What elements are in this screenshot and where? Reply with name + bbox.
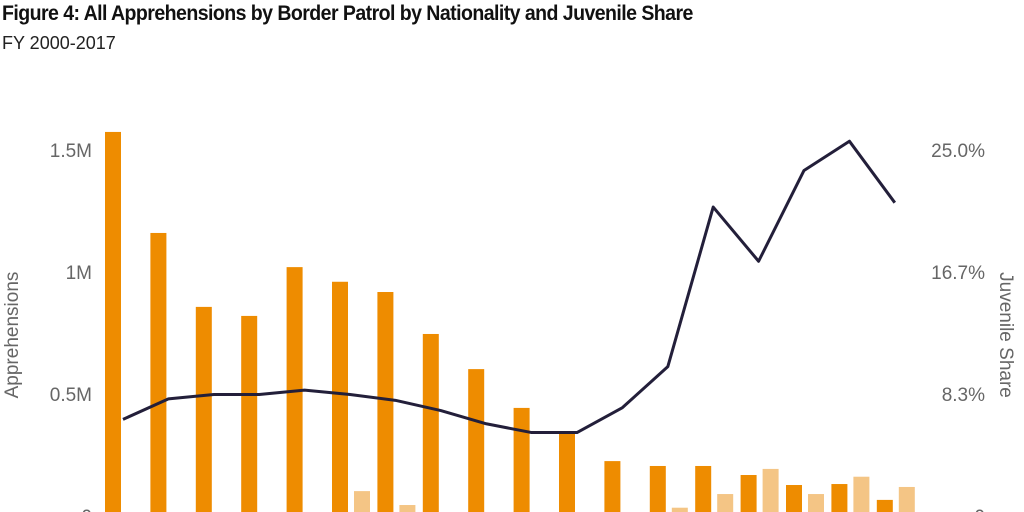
left-tick-label: 1M (66, 263, 92, 284)
bar-series1-2013 (695, 465, 712, 512)
right-tick-label: 16.7% (931, 263, 985, 284)
bar-series1-2012 (649, 465, 666, 512)
bar-series1-2006 (377, 292, 394, 512)
bar-series1-2011 (604, 461, 621, 512)
bar-series1-2015 (786, 485, 802, 512)
bar-series2-2005 (354, 491, 370, 512)
left-tick-label: 0.5M (50, 385, 92, 406)
left-tick-label: 0 (81, 507, 92, 512)
bar-series1-2000 (105, 131, 121, 512)
bar-series1-2016 (831, 484, 848, 512)
bar-series2-2016 (853, 476, 870, 512)
chart-subtitle: FY 2000-2017 (2, 33, 116, 53)
bar-series1-2009 (513, 407, 530, 512)
bar-series1-2014 (740, 475, 757, 512)
juvenile-share-line (122, 139, 897, 435)
bar-series1-2010 (559, 432, 575, 512)
bar-series1-2017 (876, 499, 893, 512)
left-tick-label: 1.5M (50, 141, 92, 162)
right-axis-label: Juvenile Share (995, 272, 1016, 398)
bar-series2-2017 (898, 486, 915, 512)
bar-series1-2001 (150, 232, 167, 512)
bar-series1-2003 (241, 315, 258, 512)
bar-series1-2002 (195, 306, 212, 512)
bar-series1-2008 (468, 369, 485, 512)
bar-series2-2013 (717, 494, 734, 512)
right-tick-label: 8.3% (942, 385, 985, 406)
bar-series1-2005 (332, 281, 348, 512)
right-tick-label: 25.0% (931, 141, 985, 162)
bar-series1-2007 (422, 333, 439, 512)
right-tick-label: 0 (974, 507, 985, 512)
bar-series2-2015 (808, 494, 824, 512)
chart-title: Figure 4: All Apprehensions by Border Pa… (2, 2, 693, 25)
bar-series2-2014 (762, 468, 779, 512)
bar-series2-2012 (671, 507, 688, 512)
bar-series2-2006 (399, 505, 416, 512)
left-axis-label: Apprehensions (2, 272, 23, 399)
